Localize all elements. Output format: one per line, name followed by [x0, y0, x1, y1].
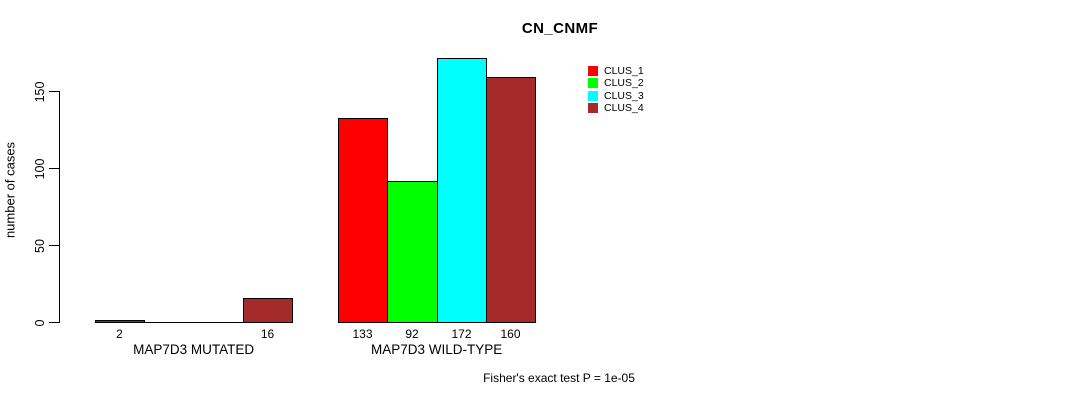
y-axis-line	[59, 91, 60, 323]
y-tick-label: 150	[33, 81, 47, 103]
bar-clus_4	[486, 77, 536, 323]
bar-value-label: 172	[451, 327, 472, 341]
bar-clus_2	[387, 181, 438, 323]
y-axis-label: number of cases	[2, 141, 18, 239]
legend-label: CLUS_2	[604, 77, 644, 89]
bar-value-label: 92	[405, 327, 419, 341]
bar-clus_2-zero	[144, 322, 195, 323]
bar-clus_3	[437, 58, 487, 323]
y-tick	[49, 91, 59, 92]
chart-title: CN_CNMF	[521, 20, 599, 37]
bar-clus_4	[243, 298, 293, 323]
legend-swatch-clus_1	[588, 66, 598, 76]
bar-value-label: 16	[260, 327, 275, 341]
legend-swatch-clus_3	[588, 91, 598, 101]
bar-clus_1	[338, 118, 388, 323]
y-tick-label: 0	[33, 319, 47, 327]
legend-swatch-clus_2	[588, 78, 598, 88]
y-tick-label: 50	[33, 239, 47, 253]
y-tick-label: 100	[33, 158, 47, 180]
legend-label: CLUS_4	[604, 102, 644, 114]
legend-label: CLUS_1	[604, 65, 644, 77]
bar-clus_1	[95, 320, 145, 323]
y-tick	[49, 245, 59, 246]
x-group-label: MAP7D3 MUTATED	[133, 342, 255, 357]
annotation-text: Fisher's exact test P = 1e-05	[483, 371, 635, 385]
bar-value-label: 2	[116, 327, 123, 341]
legend-swatch-clus_4	[588, 103, 598, 113]
bar-value-label: 160	[500, 327, 521, 341]
bar-clus_3-zero	[194, 322, 244, 323]
y-tick	[49, 322, 59, 323]
x-group-label: MAP7D3 WILD-TYPE	[370, 342, 503, 357]
bar-value-label: 133	[352, 327, 373, 341]
legend-label: CLUS_3	[604, 90, 644, 102]
y-tick	[49, 168, 59, 169]
